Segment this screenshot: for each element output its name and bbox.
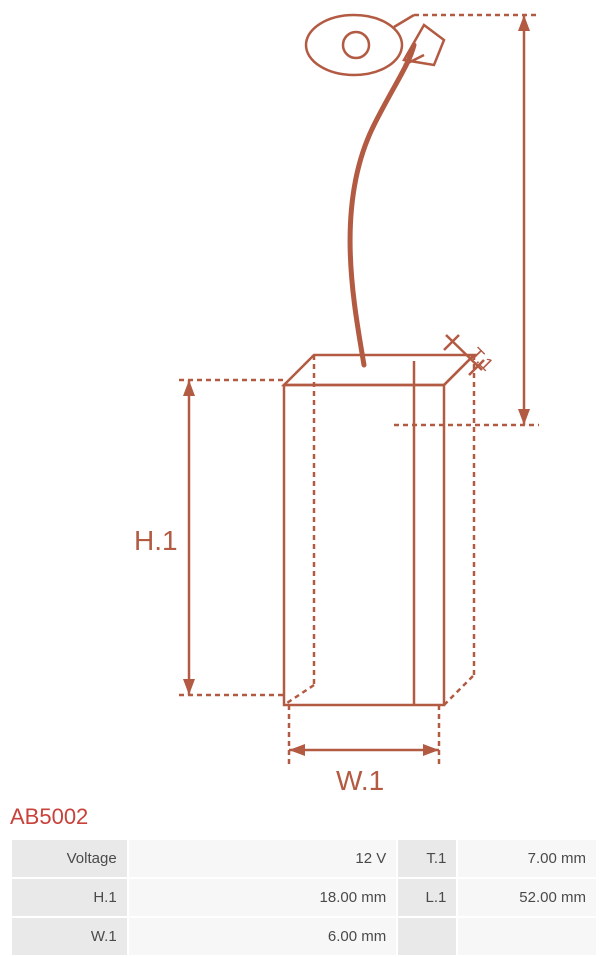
table-row: W.16.00 mm (12, 918, 596, 955)
spec-table-body: Voltage12 VT.17.00 mmH.118.00 mmL.152.00… (12, 840, 596, 955)
spec-label: Voltage (12, 840, 127, 877)
table-row: H.118.00 mmL.152.00 mm (12, 879, 596, 916)
spec-value: 52.00 mm (458, 879, 596, 916)
page-container: T.1 L.1 (0, 0, 608, 957)
part-number-title: AB5002 (10, 800, 598, 838)
diagram-label-t1: T.1 (466, 344, 497, 375)
spec-label: T.1 (398, 840, 456, 877)
spec-label: L.1 (398, 879, 456, 916)
diagram-label-w1: W.1 (336, 765, 384, 795)
spec-label (398, 918, 456, 955)
spec-value: 12 V (129, 840, 397, 877)
spec-label: H.1 (12, 879, 127, 916)
brush-diagram-svg: T.1 L.1 (64, 5, 544, 795)
spec-label: W.1 (12, 918, 127, 955)
spec-value: 6.00 mm (129, 918, 397, 955)
diagram-label-h1: H.1 (134, 525, 178, 556)
table-row: Voltage12 VT.17.00 mm (12, 840, 596, 877)
technical-diagram: T.1 L.1 (10, 0, 598, 800)
spec-value: 7.00 mm (458, 840, 596, 877)
spec-value (458, 918, 596, 955)
spec-value: 18.00 mm (129, 879, 397, 916)
spec-table: Voltage12 VT.17.00 mmH.118.00 mmL.152.00… (10, 838, 598, 957)
